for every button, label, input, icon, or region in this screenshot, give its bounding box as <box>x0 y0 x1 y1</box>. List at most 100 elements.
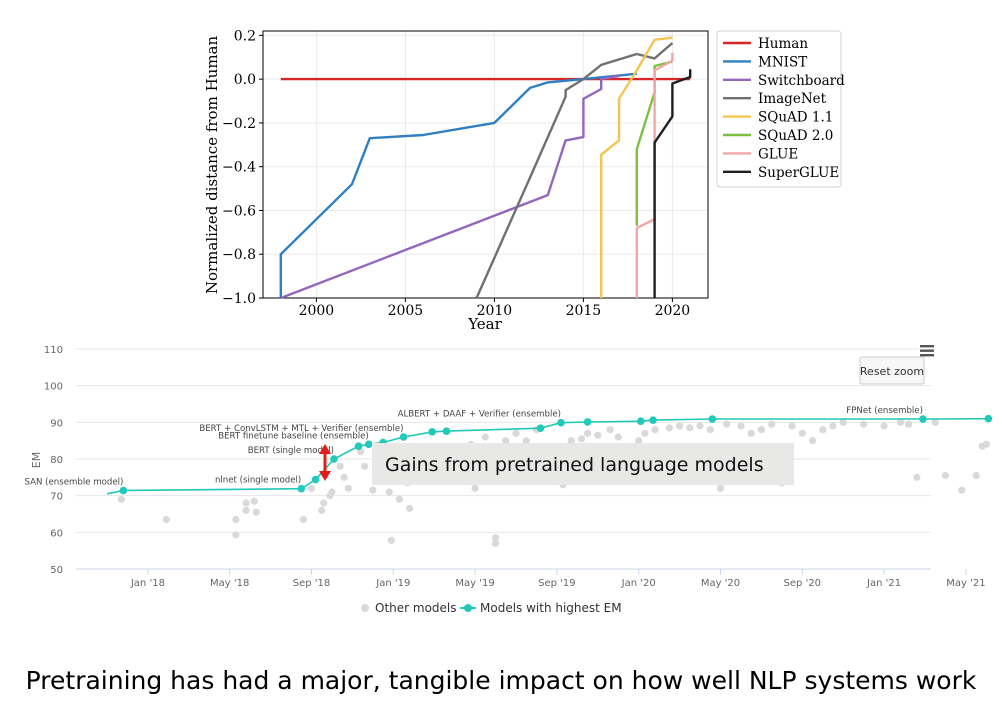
x-tick-label: Sep '18 <box>293 578 331 589</box>
other-model-point <box>665 424 673 432</box>
x-tick-label: 2015 <box>566 303 602 319</box>
other-model-point <box>395 495 404 503</box>
highest-em-series <box>106 414 993 495</box>
highest-em-point <box>354 442 363 450</box>
other-model-point <box>706 426 714 434</box>
highest-em-point <box>708 415 717 423</box>
model-label: SAN (ensemble model) <box>25 478 124 488</box>
highest-em-point <box>636 417 645 426</box>
y-tick-label: 60 <box>50 528 63 539</box>
gain-arrow <box>319 444 331 481</box>
other-model-point <box>318 506 326 514</box>
other-model-point <box>972 471 980 480</box>
x-tick-label: May '19 <box>455 578 494 589</box>
series-line-mnist <box>279 72 637 298</box>
other-model-point <box>162 515 170 524</box>
other-model-point <box>913 473 921 481</box>
x-tick-label: Jan '18 <box>130 578 165 589</box>
other-model-point <box>641 429 649 437</box>
other-model-point <box>369 486 377 494</box>
x-tick-label: Jan '19 <box>375 578 410 589</box>
y-tick-label: 80 <box>50 455 63 466</box>
other-model-point <box>635 437 643 445</box>
y-tick-label: 100 <box>44 382 63 393</box>
bottom-chart-legend: Other models Models with highest EM <box>361 601 622 615</box>
model-label: nlnet (single model) <box>215 476 301 486</box>
other-model-point <box>232 515 240 524</box>
other-model-point <box>941 471 950 480</box>
x-tick-label: May '18 <box>210 578 249 589</box>
other-model-point <box>982 440 990 448</box>
x-tick-label: Sep '19 <box>538 578 576 589</box>
model-label: BERT finetune baseline (ensemble) <box>218 431 369 441</box>
other-model-point <box>723 420 731 428</box>
y-tick-label: 50 <box>50 565 63 576</box>
reset-zoom-button[interactable]: Reset zoom <box>859 356 925 385</box>
y-tick-label: −0.2 <box>222 116 256 132</box>
top-legend-frame <box>716 30 842 188</box>
y-tick-label: −0.6 <box>222 203 256 219</box>
chart-menu-button[interactable] <box>919 344 935 358</box>
legend-label: ImageNet <box>758 91 827 107</box>
other-model-point <box>361 462 369 470</box>
top-chart-series-lines <box>279 36 692 300</box>
top-chart-ticks: 2000 2005 2010 2015 2020 −1.0 −0.8 −0.6 −0.4 −0.2… <box>222 28 690 319</box>
other-model-point <box>958 486 966 494</box>
model-label: BERT (single model) <box>248 446 334 456</box>
other-model-point <box>406 504 414 513</box>
legend-label: MNIST <box>758 54 807 70</box>
legend-label-highest-em[interactable]: Models with highest EM <box>480 601 622 615</box>
other-model-point <box>522 437 530 445</box>
y-tick-label: −1.0 <box>222 291 256 307</box>
other-model-point <box>737 422 745 430</box>
series-line-squad-1-1 <box>600 36 673 298</box>
other-model-point <box>829 422 837 430</box>
top-chart-x-axis-label: Year <box>467 315 502 330</box>
other-model-point <box>117 495 125 503</box>
top-chart-plot-frame <box>262 30 709 299</box>
top-chart-legend: Human MNIST Switchboard ImageNet SQuAD 1.1 SQ… <box>716 30 845 188</box>
x-tick-label: 2010 <box>477 303 513 319</box>
model-label: ALBERT + DAAF + Verifier (ensemble) <box>398 410 561 420</box>
other-model-point <box>320 499 328 507</box>
other-model-point <box>686 424 694 432</box>
menu-icon-bar-2 <box>920 349 934 352</box>
other-model-point <box>242 499 250 507</box>
other-model-point <box>299 515 307 524</box>
highest-em-point <box>311 475 320 484</box>
other-model-point <box>808 437 817 445</box>
legend-label: Switchboard <box>758 73 845 89</box>
highest-em-point <box>442 427 451 435</box>
other-model-point <box>491 534 500 542</box>
other-model-point <box>328 488 336 496</box>
other-model-point <box>577 435 586 443</box>
model-name-labels: SAN (ensemble model) nlnet (single model)… <box>25 406 923 488</box>
other-model-point <box>798 429 806 437</box>
other-model-point <box>696 422 704 430</box>
other-model-point <box>512 429 520 437</box>
other-model-point <box>651 426 659 434</box>
other-model-point <box>583 429 592 437</box>
highest-em-point <box>649 416 657 424</box>
highest-em-point <box>297 484 306 493</box>
other-model-point <box>905 420 913 428</box>
model-label: BERT + ConvLSTM + MTL + Verifier (ensemb… <box>199 424 403 434</box>
x-tick-label: Jan '21 <box>866 578 901 589</box>
other-model-point <box>880 422 888 430</box>
other-model-point <box>387 536 395 544</box>
ai-benchmark-progress-chart: 2000 2005 2010 2015 2020 −1.0 −0.8 −0.6 −0.4 −0.2… <box>203 28 845 330</box>
slide-caption: Pretraining has had a major, tangible im… <box>25 666 977 695</box>
other-model-point <box>788 422 796 430</box>
y-tick-label: 0.0 <box>234 72 256 88</box>
x-tick-label: Jan '20 <box>621 578 656 589</box>
other-model-point <box>931 418 939 426</box>
other-model-point <box>567 437 575 445</box>
x-tick-label: 2020 <box>655 303 691 319</box>
y-tick-label: −0.8 <box>222 247 256 263</box>
other-model-point <box>768 420 776 428</box>
highest-em-point <box>583 418 592 426</box>
highest-em-point <box>330 455 338 463</box>
highest-em-point <box>984 414 993 423</box>
other-model-point <box>344 484 352 492</box>
legend-label-other-models[interactable]: Other models <box>375 601 457 615</box>
